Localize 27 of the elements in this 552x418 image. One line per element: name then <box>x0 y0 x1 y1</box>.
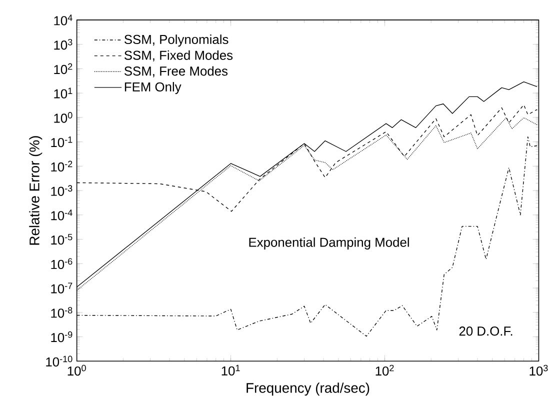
legend-label: SSM, Polynomials <box>124 34 228 47</box>
x-tick-label: 10$^{1}$ <box>222 364 240 376</box>
y-tick-label: 10$^{0}$ <box>54 112 72 123</box>
y-tick-label: 10$^{-9}$ <box>51 331 72 342</box>
annotation: 20 D.O.F. <box>459 326 512 336</box>
legend-label: SSM, Free Modes <box>124 66 228 78</box>
y-tick-label: 10$^{2}$ <box>54 63 72 74</box>
y-tick-label: 10$^{-10}$ <box>46 356 72 367</box>
y-tick-label: 10$^{-4}$ <box>51 210 72 220</box>
y-tick-label: 10$^{1}$ <box>54 88 72 98</box>
y-tick-label: 10$^{4}$ <box>54 14 72 26</box>
legend-label: FEM Only <box>124 82 182 94</box>
y-tick-label: 10$^{-8}$ <box>51 307 72 318</box>
legend-label: SSM, Fixed Modes <box>124 50 233 62</box>
x-axis-title: Frequency (rad/sec) <box>246 382 370 396</box>
y-tick-label: 10$^{-5}$ <box>51 234 72 245</box>
y-tick-label: 10$^{-3}$ <box>51 185 72 196</box>
y-tick-label: 10$^{-1}$ <box>51 136 72 148</box>
y-tick-label: 10$^{3}$ <box>54 38 72 50</box>
x-tick-label: 10$^{2}$ <box>376 364 394 376</box>
y-tick-label: 10$^{-7}$ <box>51 282 72 294</box>
y-tick-label: 10$^{-2}$ <box>51 160 72 172</box>
x-tick-label: 10$^{3}$ <box>530 364 548 376</box>
y-axis-title: Relative Error (%) <box>29 136 42 245</box>
y-tick-label: 10$^{-6}$ <box>51 258 72 270</box>
x-tick-label: 10$^{0}$ <box>68 364 86 376</box>
annotation: Exponential Damping Model <box>249 237 409 250</box>
